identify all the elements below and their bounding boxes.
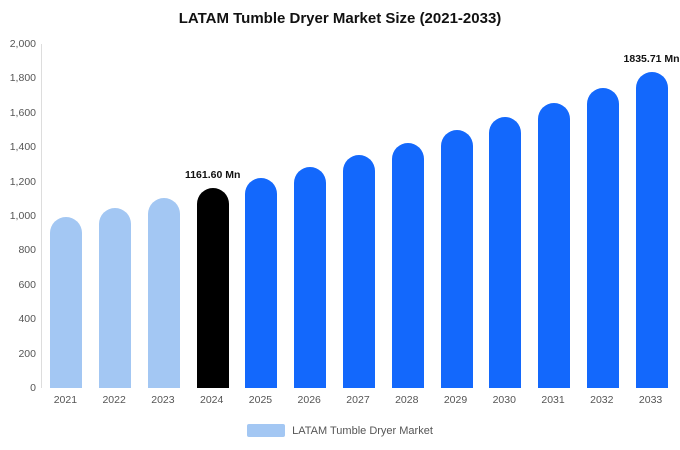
y-tick-label: 400 <box>18 313 36 326</box>
bar-2026 <box>294 166 327 388</box>
x-tick-label: 2029 <box>443 394 468 406</box>
x-tick-label: 2021 <box>53 394 78 406</box>
y-tick-label: 600 <box>18 278 36 291</box>
bar-2029 <box>440 130 473 388</box>
bar-slot <box>237 44 286 388</box>
bar-slot <box>530 44 579 388</box>
bar-slot <box>42 44 91 388</box>
bar-2033 <box>635 72 668 388</box>
x-tick-label: 2033 <box>638 394 663 406</box>
chart-title: LATAM Tumble Dryer Market Size (2021-203… <box>178 10 502 27</box>
bar-slot: 1835.71 Mn <box>624 44 680 388</box>
bar-slot <box>286 44 335 388</box>
bar-2021 <box>50 216 83 388</box>
x-tick-label: 2027 <box>346 394 370 406</box>
bar-slot <box>432 44 481 388</box>
bar-slot <box>383 44 432 388</box>
x-tick-label: 2022 <box>102 394 126 406</box>
y-tick-label: 800 <box>18 244 36 257</box>
bar-2024 <box>196 188 229 388</box>
y-tick-label: 1,800 <box>9 72 36 85</box>
bar-slot <box>91 44 140 388</box>
legend-label: LATAM Tumble Dryer Market <box>292 424 433 437</box>
bar-2030 <box>489 116 522 388</box>
x-tick-label: 2032 <box>590 394 614 406</box>
x-tick-label: 2024 <box>200 394 224 406</box>
y-tick-label: 200 <box>18 347 36 360</box>
bar-slot: 1161.60 Mn <box>184 44 241 388</box>
bar-slot <box>481 44 530 388</box>
bar-2025 <box>245 177 278 388</box>
y-tick-label: 1,400 <box>9 141 36 154</box>
legend-item[interactable]: LATAM Tumble Dryer Market <box>247 424 433 437</box>
bar-slot <box>140 44 189 388</box>
x-tick-label: 2031 <box>541 394 565 406</box>
y-tick-label: 1,200 <box>9 175 36 188</box>
x-tick-label: 2026 <box>297 394 321 406</box>
y-axis: 2,000 1,800 1,600 1,400 1,200 1,000 800 600 400 2… <box>0 0 36 450</box>
bar-2023 <box>147 198 180 388</box>
y-tick-label: 1,600 <box>9 106 36 119</box>
bar-2022 <box>99 207 132 388</box>
y-tick-label: 0 <box>30 382 36 394</box>
x-tick-label: 2030 <box>492 394 516 406</box>
y-tick-label: 1,000 <box>9 210 36 222</box>
bar-2032 <box>586 87 619 388</box>
bar-slot <box>335 44 384 388</box>
x-tick-label: 2025 <box>248 394 273 406</box>
x-tick-label: 2028 <box>395 394 419 406</box>
legend-swatch <box>247 424 286 437</box>
plot-area: 1161.60 Mn 1835.71 Mn <box>41 44 680 388</box>
x-tick-label: 2023 <box>151 394 175 406</box>
bar-value-label: 1161.60 Mn <box>184 169 241 182</box>
bar-slot <box>578 44 627 388</box>
legend: LATAM Tumble Dryer Market <box>0 424 680 437</box>
bar-2028 <box>391 143 424 388</box>
bar-2031 <box>538 102 571 388</box>
y-tick-label: 2,000 <box>9 38 36 50</box>
bar-value-label: 1835.71 Mn <box>623 53 680 66</box>
bar-2027 <box>342 155 375 388</box>
x-axis: 2021 2022 2023 2024 2025 2026 2027 2028 2029 2030… <box>41 394 675 406</box>
